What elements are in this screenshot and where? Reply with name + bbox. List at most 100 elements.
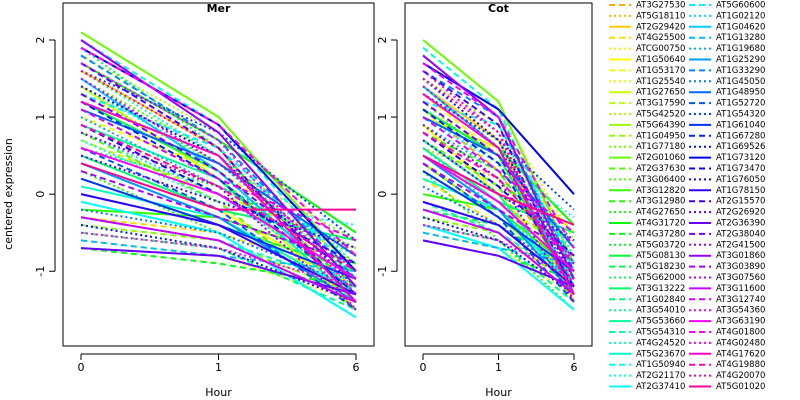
x-tick-label: 6 — [571, 361, 578, 374]
legend-label: AT5G01020 — [716, 382, 765, 392]
y-tick-label: 0 — [376, 191, 389, 198]
legend-label: AT5G18230 — [636, 262, 685, 272]
series-line — [422, 93, 575, 211]
series-line — [422, 239, 575, 288]
series-line — [422, 77, 575, 303]
panel-title: Cot — [488, 2, 509, 15]
x-axis-label: Hour — [485, 386, 512, 399]
legend-label: AT1G52720 — [716, 99, 765, 109]
legend-label: AT3G12740 — [716, 295, 765, 305]
legend-label: AT3G17590 — [636, 99, 685, 109]
series-line — [80, 116, 357, 250]
legend-label: AT1G48950 — [716, 88, 765, 98]
legend-label: AT1G04620 — [716, 22, 765, 32]
legend-label: AT1G54320 — [716, 110, 765, 120]
legend-label: AT5G18110 — [636, 11, 685, 21]
series-line — [422, 62, 575, 249]
legend-label: AT4G27650 — [636, 208, 685, 218]
legend-label: AT1G53170 — [636, 66, 685, 76]
series-line — [422, 123, 575, 303]
series-line — [80, 77, 357, 273]
legend-label: AT1G45050 — [716, 77, 765, 87]
legend-label: AT3G54010 — [636, 306, 685, 316]
legend-label: AT3G54360 — [716, 306, 765, 316]
series-line — [80, 93, 357, 242]
series-line — [422, 154, 575, 272]
legend-label: AT5G08130 — [636, 251, 685, 261]
legend-label: AT4G19880 — [716, 360, 765, 370]
legend-label: AT1G50640 — [636, 55, 685, 65]
series-line — [422, 116, 575, 234]
legend-label: AT2G38040 — [716, 229, 765, 239]
legend-label: AT2G15570 — [716, 197, 765, 207]
series-line — [80, 93, 357, 272]
series-line — [422, 200, 575, 288]
series-line — [80, 231, 357, 288]
legend-label: AT1G73120 — [716, 153, 765, 163]
legend-label: AT1G25540 — [636, 77, 685, 87]
legend-label: AT1G78150 — [716, 186, 765, 196]
series-line — [80, 170, 357, 265]
y-tick-label: 2 — [34, 36, 47, 43]
series-line — [422, 131, 575, 265]
legend-label: AT3G03890 — [716, 262, 765, 272]
series-line — [422, 100, 575, 272]
legend-label: AT5G23670 — [636, 349, 685, 359]
series-line — [80, 239, 357, 273]
legend-label: AT1G77180 — [636, 142, 685, 152]
x-tick-label: 0 — [420, 361, 427, 374]
x-tick-label: 6 — [353, 361, 360, 374]
x-tick-label: 1 — [215, 361, 222, 374]
legend-label: AT5G62000 — [636, 273, 685, 283]
series-line — [422, 54, 575, 288]
y-tick-label: -1 — [34, 266, 47, 277]
series-line — [422, 70, 575, 295]
y-tick-label: 2 — [376, 36, 389, 43]
series-line — [80, 154, 357, 250]
series-line — [422, 93, 575, 234]
series-line — [80, 108, 357, 242]
series-line — [422, 208, 575, 273]
series-line — [80, 123, 357, 273]
series-line — [422, 231, 575, 265]
y-tick-label: 1 — [376, 114, 389, 121]
legend-label: AT1G76050 — [716, 175, 765, 185]
series-line — [80, 247, 357, 288]
legend-label: AT1G19680 — [716, 44, 765, 54]
series-line — [80, 239, 357, 304]
legend-label: AT3G11600 — [716, 284, 765, 294]
series-line — [80, 46, 357, 257]
legend-label: AT2G41500 — [716, 240, 765, 250]
series-line — [422, 62, 575, 195]
series-line — [80, 39, 357, 288]
series-line — [80, 62, 357, 303]
legend-label: AT2G37630 — [636, 164, 685, 174]
series-line — [80, 162, 356, 211]
legend-label: AT3G63190 — [716, 317, 765, 327]
legend-label: AT3G12820 — [636, 186, 685, 196]
series-line — [80, 100, 357, 296]
series-line — [422, 146, 575, 265]
legend-label: AT5G54310 — [636, 328, 685, 338]
legend-label: AT2G01060 — [636, 153, 685, 163]
series-line — [422, 216, 575, 288]
legend-label: AT4G20070 — [716, 371, 765, 381]
legend-label: AT4G31720 — [636, 219, 685, 229]
legend-label: AT5G03720 — [636, 240, 685, 250]
x-tick-label: 1 — [495, 361, 502, 374]
legend-label: AT2G29420 — [636, 22, 685, 32]
series-line — [80, 131, 357, 311]
series-line — [80, 216, 357, 303]
legend-label: AT3G12980 — [636, 197, 685, 207]
legend-label: ATCG00750 — [636, 44, 685, 54]
series-line — [422, 170, 575, 273]
legend-label: AT5G53660 — [636, 317, 685, 327]
series-line — [422, 69, 575, 272]
series-line — [80, 146, 357, 280]
series-line — [422, 116, 575, 219]
legend-label: AT1G61040 — [716, 120, 765, 130]
legend-label: AT1G33290 — [716, 66, 765, 76]
series-line — [422, 170, 575, 311]
legend-label: AT4G17620 — [716, 349, 765, 359]
